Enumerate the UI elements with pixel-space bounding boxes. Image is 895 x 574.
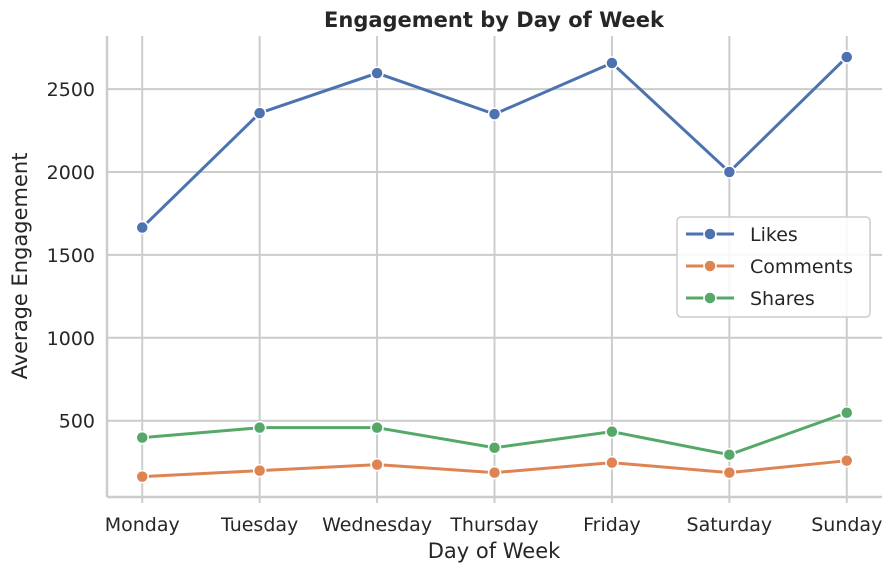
y-tick-label: 500 [59, 411, 95, 433]
series-shares [135, 406, 854, 462]
axes: Monday Tuesday Wednesday Thursday Friday Satu… [47, 36, 882, 536]
legend: Likes Comments Shares [676, 216, 871, 318]
series-comments [135, 453, 854, 484]
x-tick-label: Sunday [811, 514, 882, 536]
data-point-likes [370, 66, 384, 80]
x-axis-label: Day of Week [428, 539, 561, 563]
series-likes [135, 50, 854, 235]
chart-title: Engagement by Day of Week [324, 8, 665, 32]
legend-marker-comments [703, 259, 717, 273]
legend-marker-likes [703, 227, 717, 241]
data-point-likes [252, 106, 267, 120]
data-point-comments [722, 465, 737, 480]
data-point-shares [605, 424, 619, 439]
data-point-comments [135, 469, 149, 484]
data-point-likes [605, 56, 619, 70]
data-point-comments [370, 457, 384, 472]
data-point-comments [840, 453, 854, 468]
x-tick-label: Friday [583, 514, 641, 536]
legend-label-likes: Likes [750, 224, 798, 246]
data-point-shares [370, 420, 384, 435]
data-point-likes [840, 50, 854, 64]
data-point-likes [487, 107, 502, 121]
y-tick-label: 1500 [47, 245, 95, 267]
data-point-comments [252, 463, 267, 478]
data-point-comments [605, 455, 619, 470]
legend-label-shares: Shares [750, 288, 815, 310]
x-tick-label: Saturday [687, 514, 773, 536]
x-tick-label: Monday [105, 514, 180, 536]
data-point-shares [487, 440, 502, 455]
y-tick-label: 2500 [47, 79, 95, 101]
series-group [135, 50, 854, 484]
y-tick-label: 2000 [47, 162, 95, 184]
data-point-shares [840, 406, 854, 420]
y-tick-label: 1000 [47, 328, 95, 350]
data-point-shares [252, 420, 267, 435]
legend-box [676, 216, 871, 318]
x-tick-label: Wednesday [322, 514, 432, 536]
x-tick-label: Tuesday [220, 514, 298, 536]
legend-label-comments: Comments [750, 256, 853, 278]
legend-marker-shares [703, 291, 717, 305]
data-point-likes [722, 165, 737, 179]
x-tick-label: Thursday [449, 514, 538, 536]
data-point-shares [722, 447, 737, 462]
data-point-likes [135, 220, 149, 235]
data-point-shares [135, 430, 149, 445]
y-axis-label: Average Engagement [8, 153, 32, 380]
data-point-comments [487, 465, 502, 480]
